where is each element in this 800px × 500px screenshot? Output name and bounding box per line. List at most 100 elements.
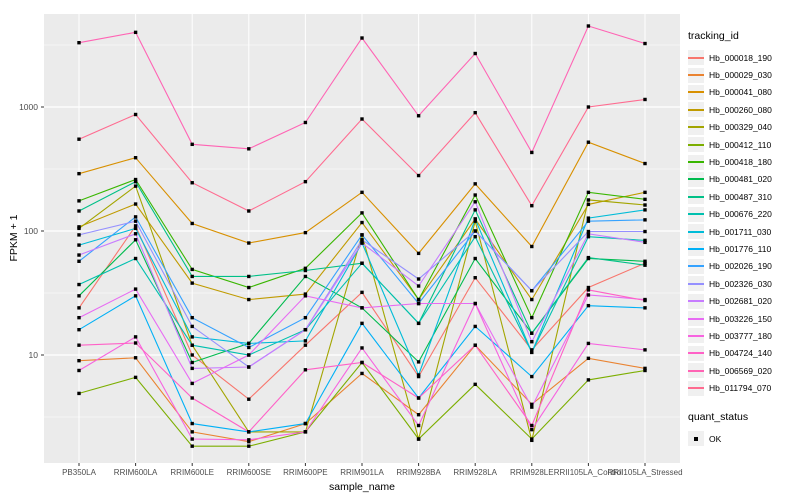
data-point xyxy=(77,343,81,347)
data-point xyxy=(133,256,138,261)
data-point xyxy=(77,282,81,287)
line-key-icon xyxy=(688,171,704,187)
legend-label: Hb_000018_190 xyxy=(709,52,772,63)
data-point xyxy=(133,294,138,298)
legend-entry-Hb_002681_020: Hb_002681_020 xyxy=(688,292,800,309)
data-point xyxy=(586,356,591,361)
legend-entry-Hb_000041_080: Hb_000041_080 xyxy=(688,84,800,101)
data-point xyxy=(360,261,364,265)
data-point xyxy=(247,241,251,245)
data-point xyxy=(190,221,194,226)
data-point xyxy=(190,267,194,272)
legend-entry-Hb_006569_020: Hb_006569_020 xyxy=(688,362,800,379)
data-point xyxy=(190,366,194,371)
legend-label: Hb_000676_220 xyxy=(709,209,772,220)
legend-entry-Hb_001711_030: Hb_001711_030 xyxy=(688,223,800,240)
data-point xyxy=(586,140,591,144)
data-point xyxy=(190,181,194,185)
data-point xyxy=(247,353,251,357)
line-key-icon xyxy=(688,224,704,240)
line-key-icon xyxy=(688,206,704,222)
data-point xyxy=(360,306,364,310)
data-point xyxy=(133,224,138,228)
data-point xyxy=(530,331,534,335)
data-point xyxy=(77,226,81,231)
data-point xyxy=(530,437,534,441)
data-point xyxy=(190,353,194,357)
data-point xyxy=(303,339,308,343)
legend-entry-Hb_000487_310: Hb_000487_310 xyxy=(688,188,800,205)
data-point xyxy=(643,259,647,263)
legend-entry-ok: OK xyxy=(688,430,800,447)
data-point xyxy=(190,396,194,400)
data-point xyxy=(77,327,81,332)
data-point xyxy=(133,177,138,182)
data-point xyxy=(303,268,308,273)
data-point xyxy=(247,297,251,302)
x-tick-label: RRIM928LA xyxy=(453,468,497,477)
line-key-icon xyxy=(688,67,704,83)
legend-label: Hb_003777_180 xyxy=(709,330,772,341)
black-square-key-icon xyxy=(688,431,704,446)
data-point xyxy=(643,229,647,234)
data-point xyxy=(586,105,591,109)
data-point xyxy=(473,301,477,306)
data-point xyxy=(416,413,421,417)
data-point xyxy=(530,315,534,320)
data-point xyxy=(530,289,534,293)
data-point xyxy=(303,230,308,235)
data-point xyxy=(473,110,477,115)
data-point xyxy=(133,287,138,291)
data-point xyxy=(586,303,591,308)
data-point xyxy=(586,232,591,236)
data-point xyxy=(303,430,308,434)
legend-entry-Hb_000481_020: Hb_000481_020 xyxy=(688,171,800,188)
data-point xyxy=(416,423,421,428)
data-point xyxy=(473,219,477,223)
data-point xyxy=(360,36,364,40)
data-point xyxy=(416,321,421,326)
data-point xyxy=(77,199,81,203)
line-key-icon xyxy=(688,189,704,205)
data-point xyxy=(133,156,138,160)
legend-label: Hb_001776_110 xyxy=(709,243,772,254)
data-point xyxy=(77,253,81,257)
data-point xyxy=(303,179,308,184)
data-point xyxy=(586,198,591,202)
legend-label: Hb_000029_030 xyxy=(709,70,772,81)
data-point xyxy=(416,251,421,256)
legend-label: Hb_003226_150 xyxy=(709,313,772,324)
data-point xyxy=(190,421,194,426)
data-point xyxy=(133,179,138,184)
data-point xyxy=(360,241,364,245)
data-point xyxy=(247,430,251,434)
legend-entry-Hb_000418_180: Hb_000418_180 xyxy=(688,153,800,170)
data-point xyxy=(643,190,647,195)
data-point xyxy=(190,430,194,434)
data-point xyxy=(190,274,194,279)
line-key-icon xyxy=(688,241,704,257)
line-key-icon xyxy=(688,50,704,66)
data-point xyxy=(586,341,591,346)
legend-label: Hb_000487_310 xyxy=(709,191,772,202)
data-point xyxy=(586,24,591,28)
line-key-icon xyxy=(688,137,704,153)
line-key-icon xyxy=(688,380,704,396)
data-point xyxy=(643,161,647,166)
data-point xyxy=(303,266,308,271)
data-point xyxy=(586,255,591,260)
data-point xyxy=(643,263,647,267)
data-point xyxy=(247,274,251,279)
data-point xyxy=(303,294,308,298)
data-point xyxy=(643,197,647,202)
legend-label: Hb_002326_030 xyxy=(709,278,772,289)
data-point xyxy=(643,306,647,310)
x-tick-label: RRII105LA_Control xyxy=(554,468,624,477)
data-point xyxy=(190,360,194,365)
y-axis-title: FPKM + 1 xyxy=(8,214,20,262)
legend-label: Hb_000481_020 xyxy=(709,174,772,185)
data-point xyxy=(530,340,534,344)
legend-entry-Hb_003777_180: Hb_003777_180 xyxy=(688,327,800,344)
